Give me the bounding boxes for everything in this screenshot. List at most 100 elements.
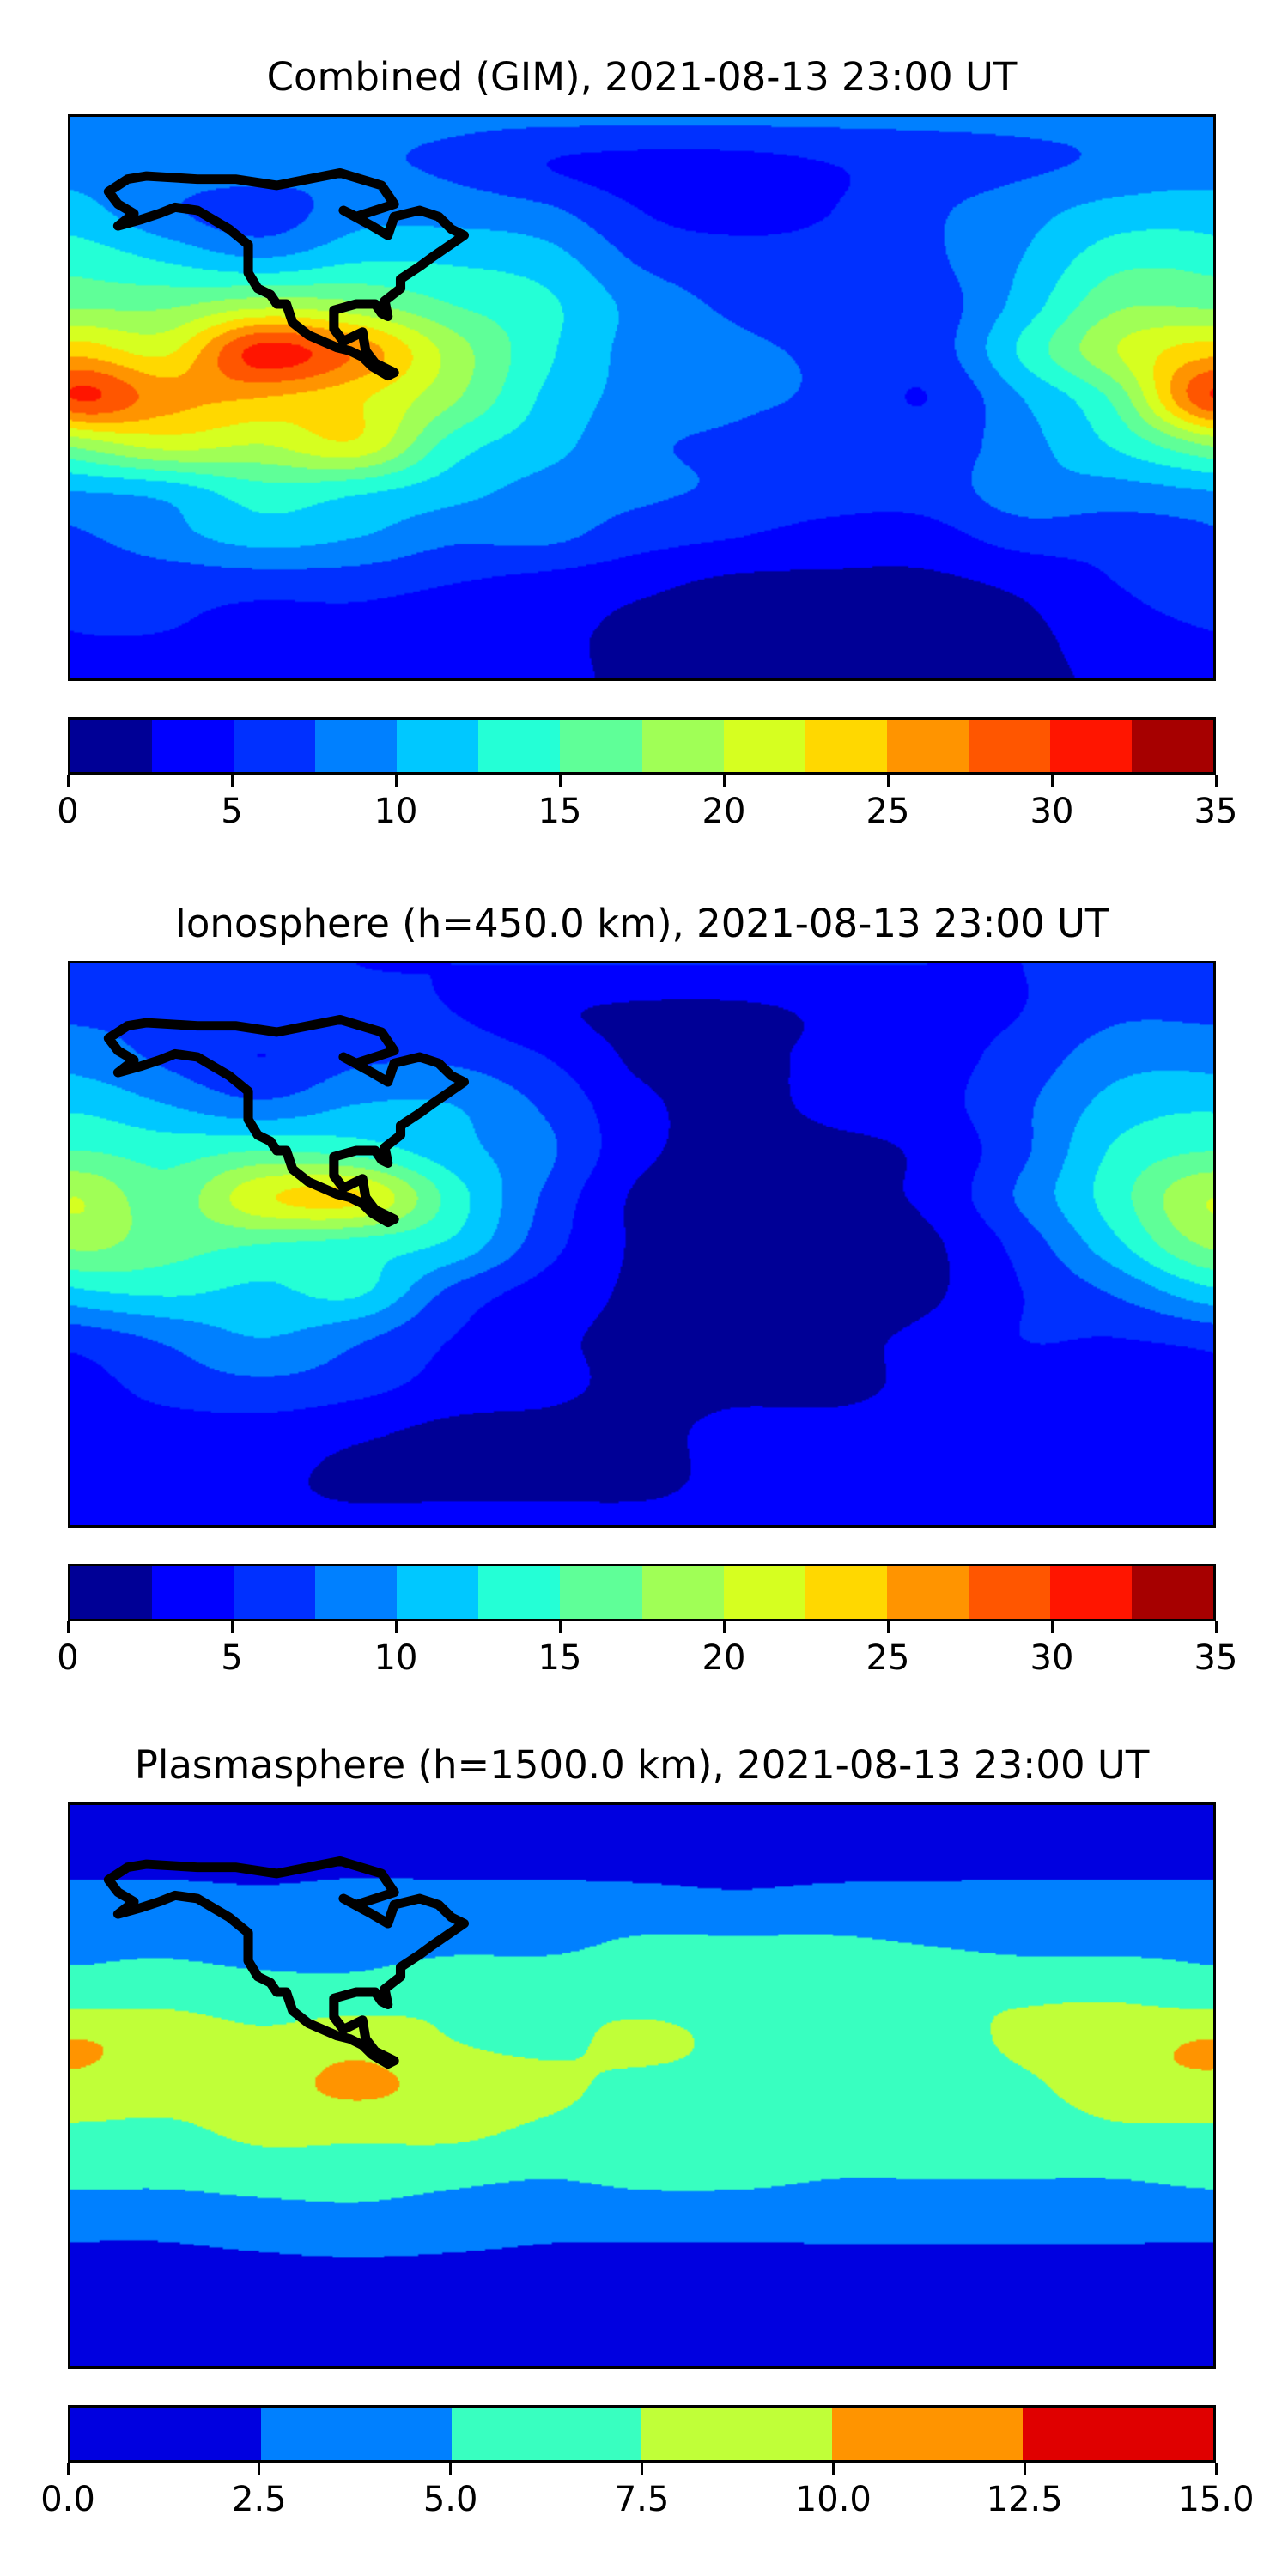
- colorbar-segment: [723, 1566, 805, 1619]
- contour-field: [70, 1805, 1213, 2366]
- colorbar-segment: [70, 1566, 153, 1619]
- colorbar-tick-label: 2.5: [232, 2480, 287, 2519]
- colorbar-tick-mark: [558, 1621, 562, 1633]
- colorbar-segment: [234, 720, 316, 772]
- colorbar-tick-label: 15: [538, 1638, 582, 1678]
- colorbar-segment: [315, 720, 398, 772]
- colorbar-segment: [1132, 1566, 1214, 1619]
- colorbar: [68, 2405, 1216, 2463]
- colorbar-tick-label: 0: [57, 1638, 79, 1678]
- colorbar-tick-label: 15.0: [1177, 2480, 1255, 2519]
- colorbar-segment: [260, 2408, 452, 2460]
- colorbar-segment: [968, 720, 1050, 772]
- colorbar-tick-label: 25: [866, 792, 910, 831]
- panel-combined: Combined (GIM), 2021-08-13 23:00 UT 0 5 10…: [0, 0, 1288, 847]
- colorbar-tick-mark: [66, 775, 70, 787]
- colorbar-tick-mark: [394, 1621, 398, 1633]
- colorbar-tick-label: 25: [866, 1638, 910, 1678]
- colorbar-segment: [1049, 1566, 1133, 1619]
- colorbar-tick-label: 30: [1030, 1638, 1074, 1678]
- chart-title: Combined (GIM), 2021-08-13 23:00 UT: [266, 54, 1018, 100]
- colorbar-tick-mark: [641, 2463, 643, 2475]
- colorbar-tick-label: 15: [538, 792, 582, 831]
- panel-ionosphere: Ionosphere (h=450.0 km), 2021-08-13 23:0…: [0, 847, 1288, 1693]
- colorbar-tick-mark: [394, 775, 398, 787]
- colorbar-segment: [968, 1566, 1050, 1619]
- colorbar-tick-label: 5: [221, 792, 243, 831]
- colorbar-segment: [397, 1566, 479, 1619]
- colorbar-segment: [1023, 2408, 1213, 2460]
- colorbar-tick-label: 0.0: [40, 2480, 95, 2519]
- map-plot: [68, 961, 1216, 1528]
- colorbar-tick-label: 35: [1194, 792, 1238, 831]
- map-plot: [68, 1802, 1216, 2369]
- colorbar-tick-mark: [1050, 1621, 1054, 1633]
- colorbar-segment: [805, 720, 887, 772]
- colorbar-segment: [560, 1566, 642, 1619]
- colorbar-tick-mark: [258, 2463, 261, 2475]
- colorbar-segment: [451, 2408, 642, 2460]
- colorbar-tick-label: 20: [702, 1638, 746, 1678]
- colorbar-tick-mark: [831, 2463, 835, 2475]
- colorbar-segment: [1132, 720, 1214, 772]
- colorbar-segment: [560, 720, 642, 772]
- colorbar-tick-mark: [1050, 775, 1054, 787]
- colorbar-tick-mark: [722, 1621, 726, 1633]
- colorbar-tick-mark: [558, 775, 562, 787]
- coastline-north-america: [103, 1856, 470, 2069]
- chart-title: Ionosphere (h=450.0 km), 2021-08-13 23:0…: [174, 901, 1109, 946]
- colorbar-segment: [478, 720, 561, 772]
- colorbar-ticks: 0 5 10 15 20 25 30 35: [57, 775, 1237, 843]
- colorbar-tick-label: 10.0: [794, 2480, 872, 2519]
- colorbar-tick-label: 0: [57, 792, 79, 831]
- colorbar-tick-mark: [886, 775, 890, 787]
- colorbar-tick-label: 20: [702, 792, 746, 831]
- contour-field: [70, 117, 1213, 678]
- colorbar-tick-mark: [722, 775, 726, 787]
- colorbar-tick-label: 12.5: [986, 2480, 1063, 2519]
- coastlines: [103, 1856, 470, 2069]
- colorbar-tick-label: 10: [374, 1638, 418, 1678]
- colorbar-segment: [397, 720, 479, 772]
- colorbar-segment: [886, 720, 969, 772]
- colorbar-segment: [805, 1566, 887, 1619]
- colorbar-tick-label: 30: [1030, 792, 1074, 831]
- colorbar-tick-mark: [886, 1621, 890, 1633]
- colorbar-tick-label: 35: [1194, 1638, 1238, 1678]
- colorbar-segment: [70, 720, 153, 772]
- colorbar-tick-mark: [1214, 1621, 1218, 1633]
- colorbar-segment: [152, 1566, 234, 1619]
- colorbar-tick-label: 10: [374, 792, 418, 831]
- colorbar-tick-mark: [230, 775, 234, 787]
- colorbar-segment: [478, 1566, 561, 1619]
- colorbar-tick-mark: [230, 1621, 234, 1633]
- colorbar-tick-label: 5.0: [422, 2480, 478, 2519]
- colorbar-segment: [723, 720, 805, 772]
- colorbar-segment: [886, 1566, 969, 1619]
- map-plot: [68, 114, 1216, 681]
- colorbar-tick-mark: [66, 1621, 70, 1633]
- contour-field: [70, 963, 1213, 1525]
- coastlines: [103, 167, 470, 381]
- colorbar-tick-mark: [449, 2463, 453, 2475]
- colorbar-ticks: 0 5 10 15 20 25 30 35: [57, 1621, 1237, 1690]
- colorbar-segment: [641, 2408, 833, 2460]
- chart-title: Plasmasphere (h=1500.0 km), 2021-08-13 2…: [134, 1742, 1150, 1788]
- colorbar-segment: [70, 2408, 261, 2460]
- colorbar-tick-mark: [1214, 2463, 1218, 2475]
- colorbar-segment: [152, 720, 234, 772]
- colorbar: [68, 717, 1216, 775]
- colorbar: [68, 1564, 1216, 1621]
- coastline-north-america: [103, 1014, 470, 1228]
- colorbar-segment: [234, 1566, 316, 1619]
- colorbar-segment: [641, 720, 724, 772]
- panel-plasmasphere: Plasmasphere (h=1500.0 km), 2021-08-13 2…: [0, 1688, 1288, 2535]
- colorbar-segment: [832, 2408, 1024, 2460]
- colorbar-tick-mark: [66, 2463, 70, 2475]
- colorbar-segment: [1049, 720, 1133, 772]
- colorbar-tick-mark: [1023, 2463, 1026, 2475]
- colorbar-tick-label: 5: [221, 1638, 243, 1678]
- colorbar-tick-label: 7.5: [614, 2480, 670, 2519]
- colorbar-tick-mark: [1214, 775, 1218, 787]
- coastline-north-america: [103, 167, 470, 381]
